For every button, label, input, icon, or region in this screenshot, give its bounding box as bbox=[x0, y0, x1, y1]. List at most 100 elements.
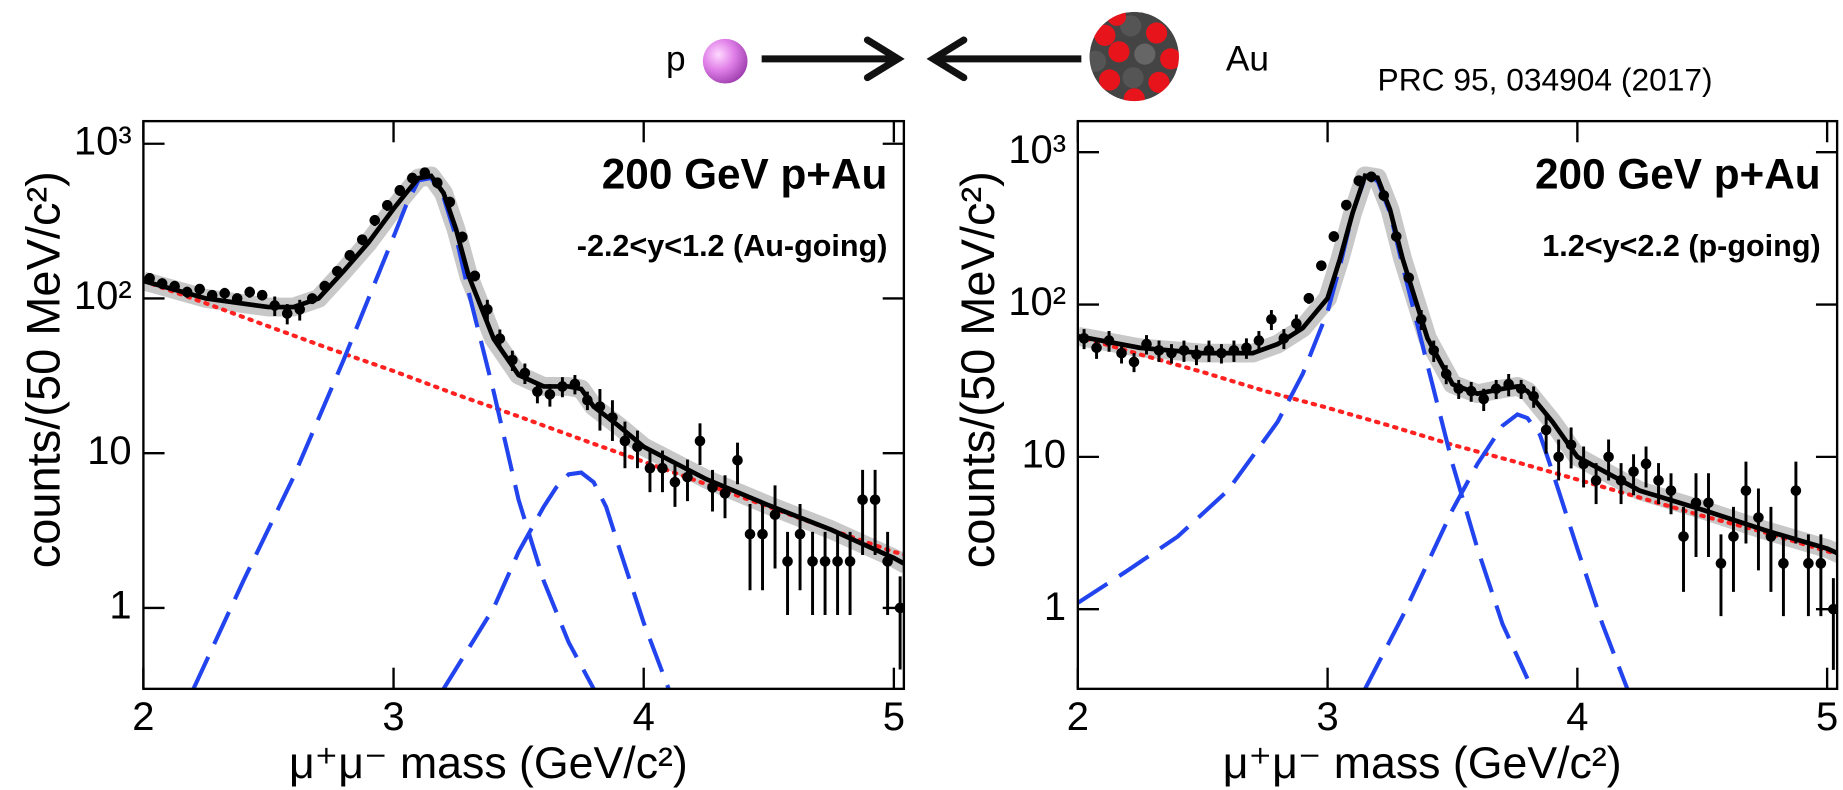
y-tick-label: 10² bbox=[74, 274, 132, 318]
data-point bbox=[757, 528, 768, 540]
x-tick-label: 5 bbox=[1816, 695, 1838, 739]
x-tick-label: 5 bbox=[883, 695, 905, 739]
plot-area bbox=[143, 166, 904, 689]
data-point bbox=[1628, 466, 1639, 477]
data-point bbox=[1640, 458, 1652, 470]
signal-line bbox=[191, 175, 596, 689]
y-tick-label: 10³ bbox=[1008, 128, 1066, 172]
arrow-head bbox=[926, 36, 968, 82]
data-point bbox=[719, 488, 731, 499]
data-point bbox=[1091, 342, 1102, 354]
y-tick-label: 10 bbox=[1022, 432, 1066, 476]
data-point bbox=[532, 386, 543, 397]
y-tick-label: 10³ bbox=[74, 119, 132, 163]
data-point bbox=[1478, 393, 1489, 405]
data-point bbox=[744, 528, 756, 540]
data-point bbox=[1266, 314, 1277, 325]
collision-diagram: p Au PRC 95, 034904 (2017) bbox=[666, 11, 1713, 102]
plot-frame bbox=[1076, 119, 1839, 691]
data-point bbox=[1678, 531, 1689, 542]
data-point bbox=[857, 494, 868, 506]
data-point bbox=[194, 283, 205, 295]
total-fit-line bbox=[1077, 173, 1838, 556]
data-point bbox=[732, 454, 743, 466]
signal-line bbox=[1363, 412, 1630, 689]
panel-subtitle: -2.2<y<1.2 (Au-going) bbox=[577, 229, 888, 263]
data-point bbox=[844, 556, 856, 567]
x-tick-label: 2 bbox=[132, 695, 154, 739]
x-axis-label: μ⁺μ⁻ mass (GeV/c²) bbox=[289, 739, 688, 788]
data-point bbox=[244, 286, 256, 298]
x-tick-label: 2 bbox=[1067, 695, 1089, 739]
data-point bbox=[1540, 424, 1552, 436]
projectile-label: p bbox=[666, 40, 686, 79]
panel-subtitle: 1.2<y<2.2 (p-going) bbox=[1542, 229, 1820, 263]
x-axis-label: μ⁺μ⁻ mass (GeV/c²) bbox=[1223, 739, 1622, 788]
plot-area bbox=[1077, 166, 1838, 689]
data-point bbox=[769, 509, 781, 521]
data-point bbox=[832, 556, 843, 567]
reference: PRC 95, 034904 (2017) bbox=[1378, 62, 1713, 98]
data-point bbox=[219, 288, 230, 299]
proton-icon bbox=[702, 38, 748, 84]
data-point bbox=[356, 234, 368, 245]
data-point bbox=[869, 494, 881, 506]
y-tick-label: 10 bbox=[87, 429, 131, 473]
data-point bbox=[794, 528, 806, 540]
data-point bbox=[669, 476, 681, 488]
data-point bbox=[1778, 558, 1789, 569]
y-tick-label: 1 bbox=[1044, 585, 1066, 629]
signal-line bbox=[1077, 175, 1530, 680]
data-point bbox=[1715, 558, 1727, 569]
x-tick-label: 3 bbox=[1316, 695, 1338, 739]
data-point bbox=[1316, 260, 1327, 271]
y-axis-label: counts/(50 MeV/c²) bbox=[951, 171, 1004, 568]
x-tick-label: 4 bbox=[1566, 695, 1588, 739]
y-axis-label: counts/(50 MeV/c²) bbox=[16, 171, 69, 568]
data-point bbox=[682, 471, 693, 483]
data-point bbox=[619, 435, 631, 447]
data-point bbox=[1728, 531, 1739, 542]
plot-frame bbox=[142, 119, 906, 691]
data-point bbox=[807, 556, 818, 567]
y-tick-label: 1 bbox=[109, 584, 131, 628]
signal-line bbox=[441, 470, 671, 689]
data-point bbox=[1291, 318, 1302, 329]
data-point bbox=[1328, 231, 1340, 242]
x-tick-label: 4 bbox=[633, 695, 655, 739]
data-point bbox=[544, 389, 556, 400]
y-tick-label: 10² bbox=[1008, 280, 1066, 324]
data-point bbox=[819, 556, 831, 567]
data-point bbox=[1790, 485, 1802, 496]
data-point bbox=[1665, 485, 1677, 496]
data-point bbox=[694, 435, 706, 447]
data-point bbox=[1128, 356, 1140, 368]
data-point bbox=[1815, 558, 1827, 569]
data-point bbox=[782, 556, 793, 567]
data-point bbox=[1753, 512, 1764, 523]
panel-title: 200 GeV p+Au bbox=[602, 151, 888, 198]
panel-title: 200 GeV p+Au bbox=[1535, 151, 1821, 198]
data-point bbox=[1740, 485, 1752, 496]
chart-panel: 2 3 4 5 10³ 10² 10 1 μ⁺μ⁻ mass (GeV/c²) counts/(5… bbox=[16, 119, 906, 788]
total-fit-line bbox=[143, 173, 904, 567]
data-point bbox=[382, 200, 393, 211]
background-line bbox=[143, 278, 904, 557]
data-point bbox=[281, 308, 293, 319]
data-point bbox=[1253, 335, 1265, 346]
data-point bbox=[1341, 199, 1352, 211]
arrow-head bbox=[863, 36, 905, 82]
x-tick-label: 3 bbox=[382, 695, 404, 739]
chart-panel: 2 3 4 5 10³ 10² 10 1 μ⁺μ⁻ mass (GeV/c²) counts/(5… bbox=[951, 119, 1839, 788]
data-point bbox=[256, 289, 268, 301]
data-point bbox=[1241, 342, 1252, 354]
data-point bbox=[1803, 558, 1814, 569]
data-point bbox=[1590, 475, 1602, 486]
data-point bbox=[1116, 347, 1127, 359]
target-label: Au bbox=[1226, 40, 1269, 79]
data-point bbox=[394, 185, 406, 196]
data-point bbox=[1653, 475, 1664, 486]
data-point bbox=[644, 462, 656, 474]
